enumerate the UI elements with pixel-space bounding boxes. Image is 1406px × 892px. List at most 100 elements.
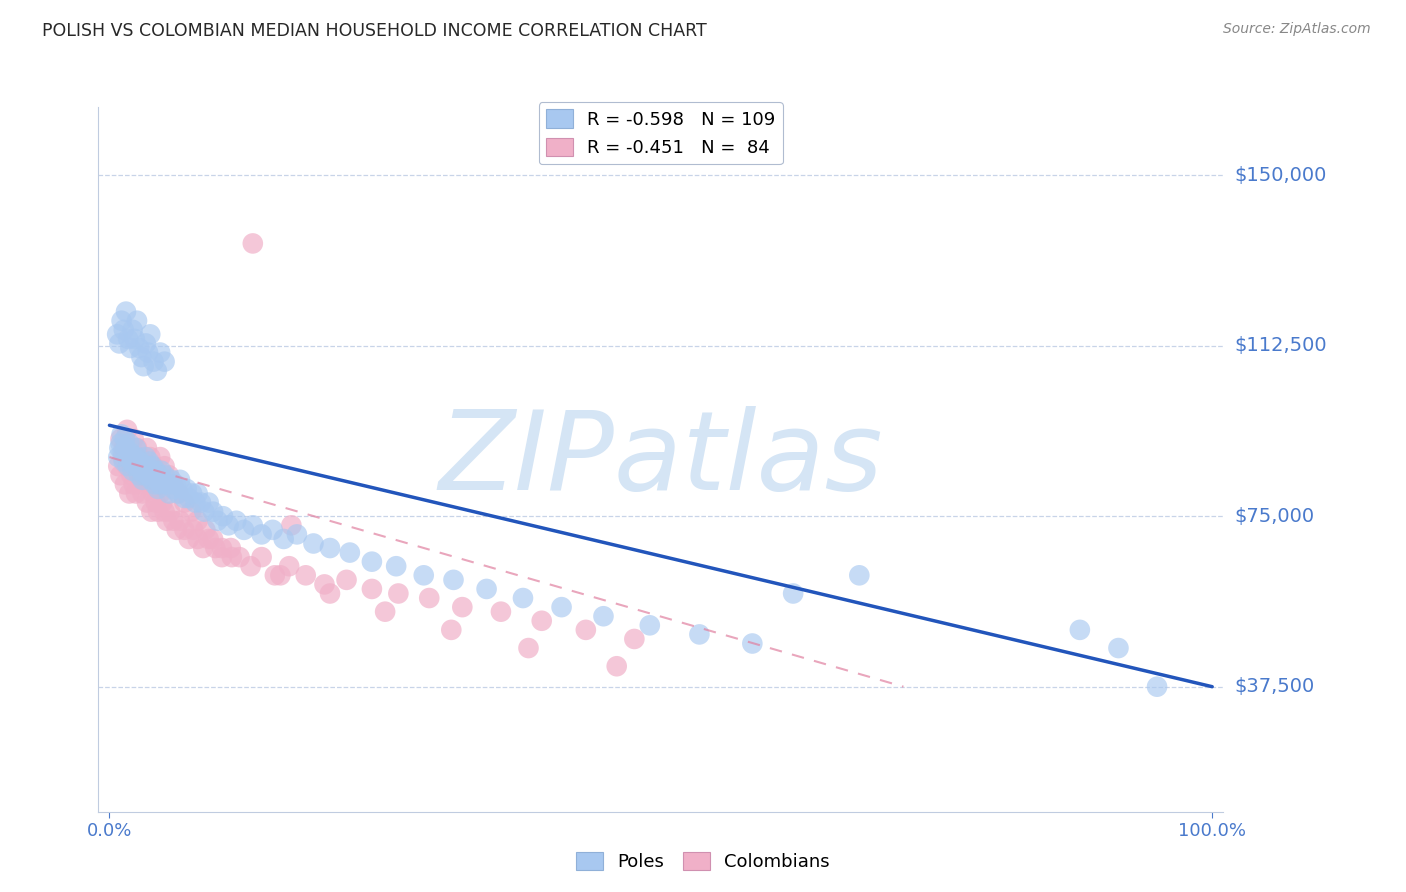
Point [187, 532, 209, 546]
Point [138, 477, 160, 491]
Point [139, 450, 162, 464]
Point [110, 427, 132, 442]
Point [131, 464, 153, 478]
Point [361, 555, 384, 569]
Point [132, 459, 155, 474]
Point [512, 591, 534, 605]
Point [250, 527, 273, 541]
Point [129, 450, 152, 464]
Point [197, 495, 219, 509]
Point [149, 345, 172, 359]
Text: $112,500: $112,500 [1234, 336, 1327, 355]
Point [114, 477, 136, 491]
Point [451, 600, 474, 615]
Point [122, 450, 145, 464]
Point [131, 350, 153, 364]
Point [118, 436, 141, 450]
Point [141, 459, 163, 474]
Point [339, 545, 361, 559]
Point [228, 550, 250, 565]
Point [129, 455, 152, 469]
Point [1146, 680, 1168, 694]
Point [122, 432, 145, 446]
Point [121, 468, 143, 483]
Point [335, 573, 357, 587]
Point [108, 441, 131, 455]
Point [120, 445, 142, 459]
Point [111, 450, 134, 464]
Point [115, 450, 138, 464]
Point [145, 495, 167, 509]
Point [149, 450, 172, 464]
Text: Source: ZipAtlas.com: Source: ZipAtlas.com [1223, 22, 1371, 37]
Point [262, 523, 284, 537]
Point [169, 473, 191, 487]
Text: $150,000: $150,000 [1234, 166, 1327, 185]
Point [150, 495, 173, 509]
Point [149, 486, 172, 500]
Point [172, 482, 194, 496]
Point [145, 464, 167, 478]
Legend: R = -0.598   N = 109, R = -0.451   N =  84: R = -0.598 N = 109, R = -0.451 N = 84 [538, 102, 783, 164]
Point [125, 486, 148, 500]
Point [385, 559, 408, 574]
Point [294, 568, 316, 582]
Point [136, 495, 159, 509]
Point [212, 509, 235, 524]
Point [157, 468, 180, 483]
Point [118, 486, 141, 500]
Point [129, 477, 152, 491]
Legend: Poles, Colombians: Poles, Colombians [569, 845, 837, 879]
Point [181, 486, 204, 500]
Point [112, 441, 135, 455]
Point [125, 441, 148, 455]
Point [173, 491, 195, 505]
Text: $37,500: $37,500 [1234, 677, 1315, 696]
Point [269, 568, 291, 582]
Point [121, 464, 143, 478]
Point [110, 314, 132, 328]
Point [112, 455, 135, 469]
Point [128, 468, 150, 483]
Point [225, 514, 247, 528]
Point [135, 336, 157, 351]
Point [142, 354, 165, 368]
Point [125, 314, 148, 328]
Point [110, 432, 132, 446]
Point [108, 336, 131, 351]
Point [173, 495, 195, 509]
Point [165, 477, 187, 491]
Point [280, 518, 302, 533]
Point [156, 477, 179, 491]
Point [122, 477, 145, 491]
Point [242, 236, 264, 251]
Point [211, 550, 233, 565]
Point [112, 323, 135, 337]
Point [115, 304, 138, 318]
Point [177, 491, 200, 505]
Point [741, 636, 763, 650]
Point [120, 450, 142, 464]
Point [136, 468, 159, 483]
Point [136, 441, 159, 455]
Point [202, 505, 225, 519]
Point [169, 514, 191, 528]
Point [167, 486, 190, 500]
Point [105, 327, 128, 342]
Point [623, 632, 645, 646]
Point [157, 486, 180, 500]
Point [127, 459, 149, 474]
Point [412, 568, 434, 582]
Point [374, 605, 396, 619]
Point [242, 518, 264, 533]
Point [319, 541, 342, 555]
Point [314, 577, 336, 591]
Point [141, 473, 163, 487]
Point [146, 505, 169, 519]
Point [285, 527, 308, 541]
Point [177, 532, 200, 546]
Text: $75,000: $75,000 [1234, 507, 1315, 525]
Point [202, 532, 225, 546]
Point [134, 468, 156, 483]
Point [160, 473, 183, 487]
